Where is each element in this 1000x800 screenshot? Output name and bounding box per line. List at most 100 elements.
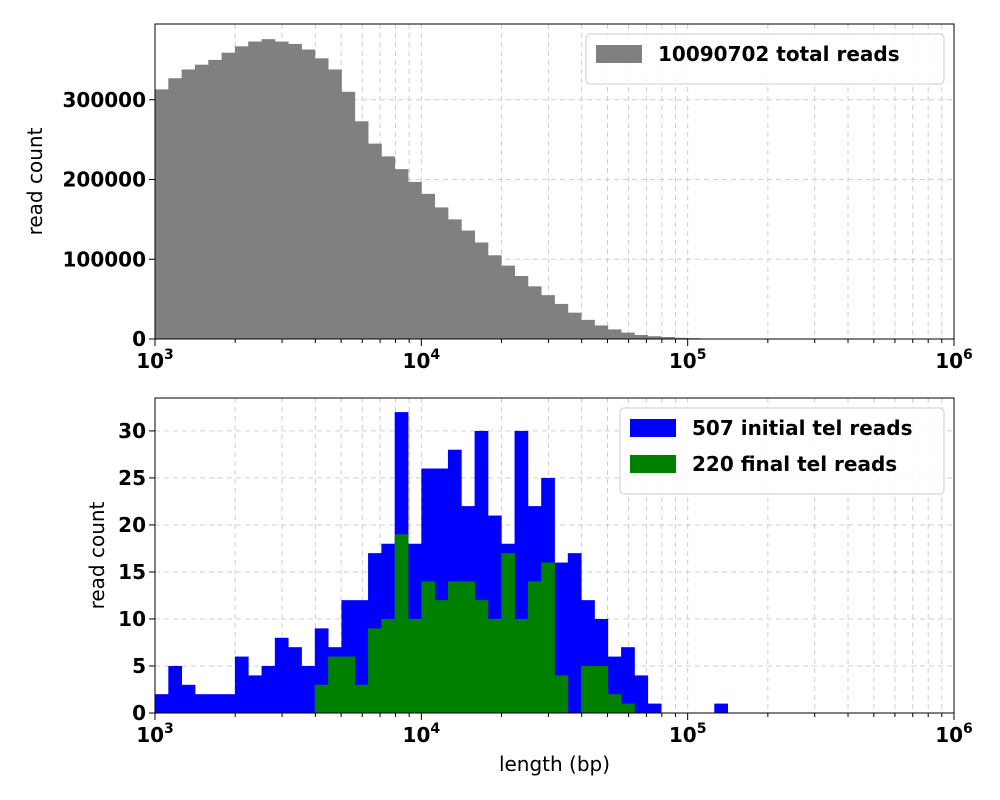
histogram-bar <box>248 675 262 713</box>
histogram-bar <box>421 581 436 713</box>
histogram-bar <box>221 694 236 713</box>
histogram-bar <box>288 647 302 713</box>
histogram-bar <box>594 665 609 713</box>
histogram-bar <box>314 684 329 713</box>
x-tick-label-base: 10 <box>669 349 697 373</box>
histogram-bar <box>328 69 342 340</box>
plot-frame <box>154 397 955 714</box>
histogram-bar <box>381 618 396 713</box>
histogram-bar <box>474 600 489 713</box>
histogram-bar <box>314 58 329 339</box>
histogram-bar <box>155 694 169 713</box>
histogram-bar <box>368 628 382 713</box>
x-tick-label: 103 <box>136 721 174 747</box>
histogram-bar <box>208 59 222 339</box>
x-tick-label-exponent: 3 <box>164 347 174 363</box>
histogram-bar <box>341 91 356 339</box>
histogram-bar <box>354 684 369 713</box>
histogram-bar <box>461 581 475 713</box>
histogram-bar <box>647 703 662 713</box>
histogram-bar <box>248 41 262 339</box>
x-tick-label-base: 10 <box>136 723 164 747</box>
histogram-bar <box>581 319 595 339</box>
histogram-bar <box>501 265 515 339</box>
histogram-bar <box>328 656 342 713</box>
histogram-bar <box>301 665 316 713</box>
histogram-bar <box>674 337 689 339</box>
plot-frame <box>154 23 955 340</box>
x-tick-label: 103 <box>136 347 174 373</box>
x-tick-label-exponent: 3 <box>164 721 174 737</box>
x-tick-label-base: 10 <box>403 723 431 747</box>
histogram-bar <box>408 618 422 713</box>
histogram-bar <box>208 694 222 713</box>
histogram-bar <box>487 255 502 339</box>
y-tick-label: 30 <box>118 419 146 443</box>
histogram-bar <box>554 675 569 713</box>
x-tick-label-exponent: 5 <box>697 721 707 737</box>
histogram-bar <box>234 656 249 713</box>
histogram-bar <box>447 581 462 713</box>
y-tick-label: 200000 <box>63 168 147 192</box>
histogram-bar <box>194 64 209 339</box>
x-tick-label: 105 <box>669 347 707 373</box>
histogram-bar <box>434 207 449 339</box>
histogram-bar <box>661 337 675 339</box>
x-tick-label-exponent: 6 <box>963 721 973 737</box>
histogram-bar <box>168 78 183 340</box>
histogram-bar <box>621 647 635 713</box>
y-tick-label: 20 <box>118 513 146 537</box>
histogram-bar <box>594 325 609 339</box>
x-tick-label-base: 10 <box>136 349 164 373</box>
histogram-bar <box>514 618 529 713</box>
histogram-bar <box>168 665 183 713</box>
y-tick-label: 10 <box>118 607 146 631</box>
x-tick-label-exponent: 6 <box>963 347 973 363</box>
histogram-bar <box>607 694 622 713</box>
histogram-bar <box>261 39 276 340</box>
legend-swatch <box>630 419 676 437</box>
histogram-bar <box>288 43 302 340</box>
histogram-bar <box>155 89 169 340</box>
histogram-bar <box>181 69 196 340</box>
y-tick-label: 0 <box>132 701 146 725</box>
histogram-bar <box>421 193 436 339</box>
histogram-bar <box>394 534 409 713</box>
histogram-bar <box>408 181 422 339</box>
x-axis-label: length (bp) <box>499 752 610 776</box>
histogram-bar <box>461 230 475 339</box>
histogram-bar <box>647 336 662 339</box>
legend-swatch <box>596 45 642 63</box>
x-tick-label-base: 10 <box>935 349 963 373</box>
histogram-bar <box>607 329 622 339</box>
y-axis-label: read count <box>23 127 47 235</box>
x-tick-label: 104 <box>403 347 441 373</box>
histogram-bar <box>221 52 236 339</box>
histogram-bar <box>234 46 249 340</box>
x-tick-label-exponent: 4 <box>430 347 440 363</box>
histogram-bar <box>541 562 555 713</box>
y-tick-label: 100000 <box>63 247 147 271</box>
histogram-bar <box>341 656 356 713</box>
histogram-bar <box>474 242 489 339</box>
histogram-bar <box>274 41 289 339</box>
x-tick-label-base: 10 <box>669 723 697 747</box>
histogram-bar <box>181 684 196 713</box>
histogram-bar <box>354 121 369 339</box>
histogram-bar <box>581 665 595 713</box>
histogram-bar <box>634 675 649 713</box>
legend-box <box>619 407 945 495</box>
histogram-bar <box>434 600 449 713</box>
histogram-bar <box>621 703 635 713</box>
y-axis-label: read count <box>85 501 109 609</box>
histogram-bar <box>541 295 555 339</box>
x-tick-label: 105 <box>669 721 707 747</box>
histogram-bar <box>527 581 542 713</box>
x-tick-label: 106 <box>935 721 973 747</box>
histogram-bar <box>714 703 729 713</box>
histogram-bar <box>634 335 649 339</box>
x-tick-label-exponent: 4 <box>430 721 440 737</box>
histogram-bar <box>527 286 542 339</box>
